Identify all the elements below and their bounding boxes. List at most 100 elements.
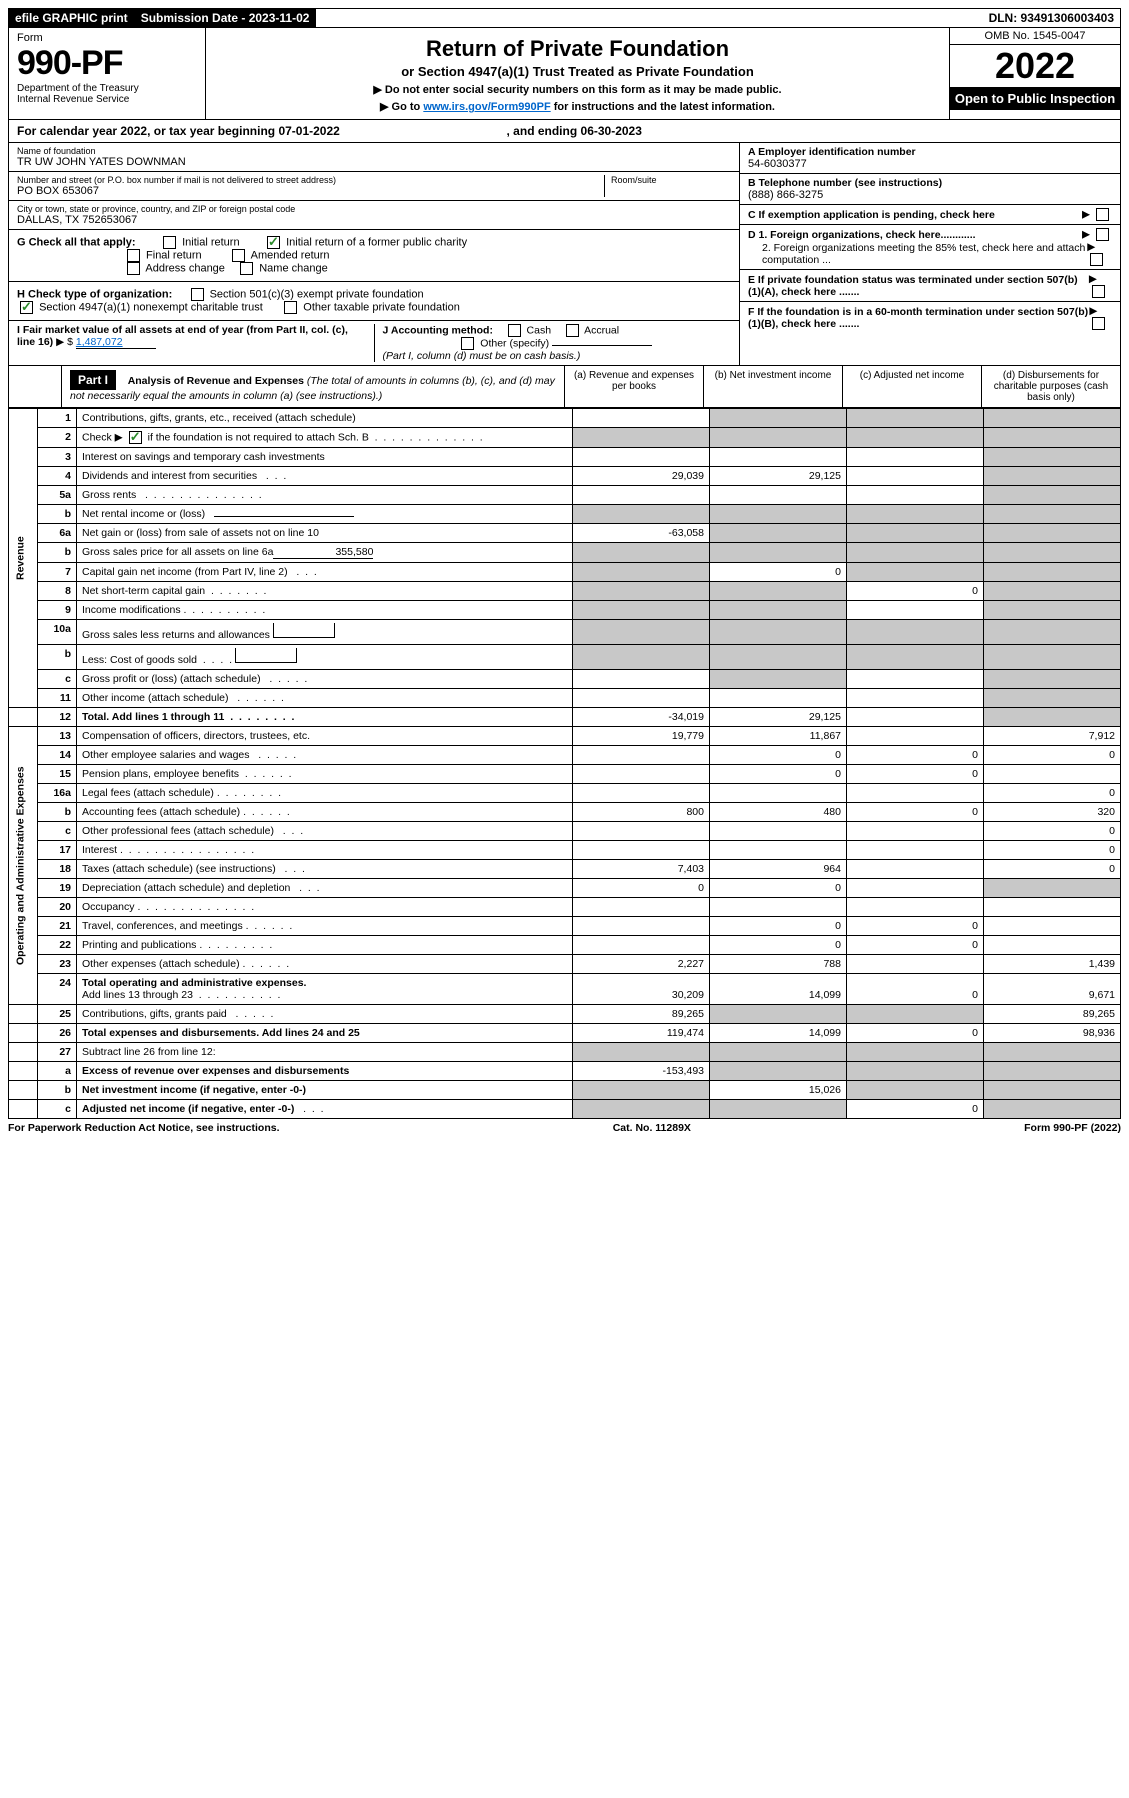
amt: 14,099 — [710, 1024, 847, 1043]
j-note: (Part I, column (d) must be on cash basi… — [383, 350, 581, 362]
amt: 119,474 — [573, 1024, 710, 1043]
dept-irs: Internal Revenue Service — [17, 94, 197, 105]
cb-addr-change[interactable] — [127, 262, 140, 275]
amt: 0 — [847, 765, 984, 784]
line-desc: Pension plans, employee benefits . . . .… — [77, 765, 573, 784]
line-desc: Compensation of officers, directors, tru… — [77, 727, 573, 746]
part1-title: Analysis of Revenue and Expenses — [128, 375, 304, 387]
room-label: Room/suite — [611, 175, 731, 185]
e-label: E If private foundation status was termi… — [748, 274, 1089, 298]
amt: 0 — [984, 822, 1121, 841]
lbl-accrual: Accrual — [584, 324, 619, 336]
fmv-link[interactable]: 1,487,072 — [76, 336, 156, 349]
cb-501c3[interactable] — [191, 288, 204, 301]
cb-sch-b[interactable] — [129, 431, 142, 444]
line-desc: Printing and publications . . . . . . . … — [77, 936, 573, 955]
line-desc: Other professional fees (attach schedule… — [77, 822, 573, 841]
amt: 0 — [984, 784, 1121, 803]
amt: 29,125 — [710, 467, 847, 486]
line-desc: Gross profit or (loss) (attach schedule)… — [77, 670, 573, 689]
goto-pre: ▶ Go to — [380, 101, 423, 113]
page-footer: For Paperwork Reduction Act Notice, see … — [8, 1119, 1121, 1137]
f-label: F If the foundation is in a 60-month ter… — [748, 306, 1089, 330]
amt: 788 — [710, 955, 847, 974]
cb-4947[interactable] — [20, 301, 33, 314]
lbl-amended: Amended return — [251, 249, 330, 261]
amt: 29,125 — [710, 708, 847, 727]
dept-treasury: Department of the Treasury — [17, 83, 197, 94]
line-desc: Income modifications . . . . . . . . . . — [77, 601, 573, 620]
cb-cash[interactable] — [508, 324, 521, 337]
city-value: DALLAS, TX 752653067 — [17, 214, 731, 226]
open-public: Open to Public Inspection — [950, 87, 1120, 110]
amt: 0 — [847, 917, 984, 936]
amt: 320 — [984, 803, 1121, 822]
amt: 0 — [847, 1100, 984, 1119]
part1-header-row: Part I Analysis of Revenue and Expenses … — [8, 366, 1121, 408]
c-label: C If exemption application is pending, c… — [748, 209, 995, 221]
line-desc: Excess of revenue over expenses and disb… — [77, 1062, 573, 1081]
amt: 14,099 — [710, 974, 847, 1005]
cb-d1[interactable] — [1096, 228, 1109, 241]
amt: 19,779 — [573, 727, 710, 746]
cb-name-change[interactable] — [240, 262, 253, 275]
foundation-name: TR UW JOHN YATES DOWNMAN — [17, 156, 731, 168]
amt: 89,265 — [984, 1005, 1121, 1024]
line-desc: Contributions, gifts, grants paid . . . … — [77, 1005, 573, 1024]
g-label: G Check all that apply: — [17, 236, 136, 248]
cb-amended[interactable] — [232, 249, 245, 262]
g-checkboxes: G Check all that apply: Initial return I… — [9, 230, 739, 282]
line-desc: Net rental income or (loss) — [77, 505, 573, 524]
cb-other-method[interactable] — [461, 337, 474, 350]
amt: 0 — [847, 582, 984, 601]
cb-initial[interactable] — [163, 236, 176, 249]
line-desc: Gross sales less returns and allowances — [77, 620, 573, 645]
col-b-header: (b) Net investment income — [703, 366, 842, 407]
amt: -34,019 — [573, 708, 710, 727]
cb-final[interactable] — [127, 249, 140, 262]
line-desc: Legal fees (attach schedule) . . . . . .… — [77, 784, 573, 803]
amt: 11,867 — [710, 727, 847, 746]
cb-f[interactable] — [1092, 317, 1105, 330]
irs-link[interactable]: www.irs.gov/Form990PF — [423, 101, 550, 113]
amt: 0 — [984, 841, 1121, 860]
cb-e[interactable] — [1092, 285, 1105, 298]
cb-initial-former[interactable] — [267, 236, 280, 249]
cb-accrual[interactable] — [566, 324, 579, 337]
amt: 0 — [710, 917, 847, 936]
amt: 0 — [847, 974, 984, 1005]
amt: 29,039 — [573, 467, 710, 486]
amt: 0 — [984, 746, 1121, 765]
cb-c[interactable] — [1096, 208, 1109, 221]
efile-label: efile GRAPHIC print — [9, 9, 135, 27]
pra-notice: For Paperwork Reduction Act Notice, see … — [8, 1122, 280, 1134]
cb-other-tax[interactable] — [284, 301, 297, 314]
goto-note: ▶ Go to www.irs.gov/Form990PF for instru… — [212, 100, 943, 113]
line-desc: Interest on savings and temporary cash i… — [77, 448, 573, 467]
addr-label: Number and street (or P.O. box number if… — [17, 175, 604, 185]
name-label: Name of foundation — [17, 146, 731, 156]
form-ref: Form 990-PF (2022) — [1024, 1122, 1121, 1134]
goto-post: for instructions and the latest informat… — [551, 101, 775, 113]
line-desc: Total operating and administrative expen… — [77, 974, 573, 1005]
amt: 9,671 — [984, 974, 1121, 1005]
line-desc: Gross rents . . . . . . . . . . . . . . — [77, 486, 573, 505]
line-desc: Dividends and interest from securities .… — [77, 467, 573, 486]
lbl-cash: Cash — [527, 324, 552, 336]
cb-d2[interactable] — [1090, 253, 1103, 266]
amt: 89,265 — [573, 1005, 710, 1024]
ssn-note: ▶ Do not enter social security numbers o… — [212, 83, 943, 96]
amt: -153,493 — [573, 1062, 710, 1081]
lbl-addr-change: Address change — [145, 262, 225, 274]
form-subtitle: or Section 4947(a)(1) Trust Treated as P… — [212, 64, 943, 79]
amt: 0 — [710, 879, 847, 898]
amt: 0 — [984, 860, 1121, 879]
phone-label: B Telephone number (see instructions) — [748, 177, 1112, 189]
line-desc: Net gain or (loss) from sale of assets n… — [77, 524, 573, 543]
amt: 0 — [847, 936, 984, 955]
amt: 0 — [847, 746, 984, 765]
line-desc: Accounting fees (attach schedule) . . . … — [77, 803, 573, 822]
amt: 0 — [710, 563, 847, 582]
line-desc: Interest . . . . . . . . . . . . . . . . — [77, 841, 573, 860]
line-desc: Total. Add lines 1 through 11 . . . . . … — [77, 708, 573, 727]
